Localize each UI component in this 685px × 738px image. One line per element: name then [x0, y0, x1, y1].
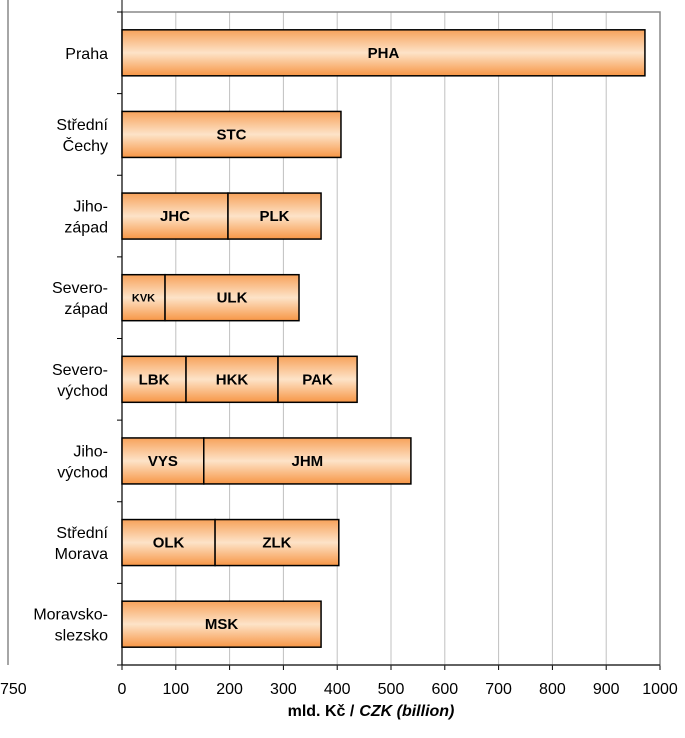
x-tick-label: 600 — [431, 681, 458, 698]
segment-label: HKK — [216, 371, 249, 388]
x-axis-title-part: mld. Kč / — [288, 703, 355, 720]
x-tick-label: 800 — [539, 681, 566, 698]
segment-label: LBK — [139, 371, 170, 388]
bar-segment — [121, 518, 216, 567]
x-tick-label: 300 — [270, 681, 297, 698]
segment-label: MSK — [205, 616, 239, 633]
x-tick-label: 900 — [593, 681, 620, 698]
y-tick-label: Severo-západ — [52, 280, 108, 318]
bar-segment — [185, 355, 279, 404]
x-tick-label: 100 — [162, 681, 189, 698]
segment-label: VYS — [148, 453, 178, 470]
x-tick-label: 200 — [216, 681, 243, 698]
segment-label: OLK — [153, 535, 185, 552]
bar-segment — [214, 518, 340, 567]
segment-label: PAK — [302, 371, 333, 388]
y-tick-label: Praha — [65, 46, 108, 63]
segment-label: JHM — [292, 453, 324, 470]
bar-segment — [121, 110, 342, 159]
x-tick-label: 700 — [485, 681, 512, 698]
y-tick-label: Střední Morava — [55, 525, 109, 563]
y-tick-label: Střední Čechy — [56, 117, 108, 155]
x-axis-title-part: CZK (billion) — [359, 703, 454, 720]
segment-label: PLK — [260, 208, 290, 225]
x-tick-label: 400 — [324, 681, 351, 698]
bar-segment — [277, 355, 358, 404]
x-axis-title: mld. Kč / CZK (billion) — [288, 703, 455, 720]
bar-segment — [121, 29, 646, 77]
bar-segment — [227, 192, 322, 240]
y-tick-label: Jiho-východ — [57, 443, 108, 481]
x-tick-label: 500 — [378, 681, 405, 698]
y-tick-label: Jiho-západ — [64, 199, 108, 237]
bar-segment — [203, 437, 412, 485]
segment-label: STC — [216, 126, 246, 143]
segment-label: KVK — [132, 293, 155, 305]
x-tick-label: 1000 — [642, 681, 678, 698]
bar-segment — [121, 437, 205, 485]
bar-segment — [121, 600, 322, 648]
segment-label: ULK — [217, 290, 248, 307]
y-tick-label: Severo-východ — [52, 362, 108, 400]
x-tick-label: 0 — [118, 681, 127, 698]
y-tick-label: Moravsko-slezsko — [33, 607, 108, 645]
segment-label: ZLK — [262, 535, 291, 552]
neighbor-tick-label: 750 — [0, 681, 27, 698]
segment-label: JHC — [160, 208, 190, 225]
segment-label: PHA — [368, 45, 400, 62]
bar-segment — [164, 273, 300, 322]
